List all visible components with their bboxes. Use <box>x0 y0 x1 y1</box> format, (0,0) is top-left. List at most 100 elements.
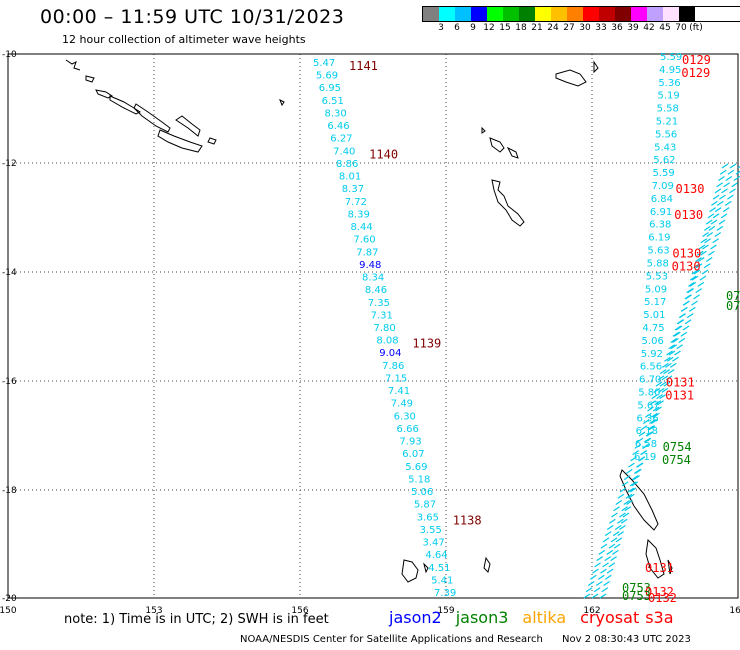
legend-tick: 6 <box>454 23 460 33</box>
swh-value: 6.56 <box>640 362 662 373</box>
track-mark <box>634 443 642 449</box>
track-mark <box>665 362 672 368</box>
track-mark <box>676 344 683 350</box>
swh-value: 6.19 <box>634 452 656 463</box>
track-mark <box>679 313 686 319</box>
island-south-loyalty <box>483 556 491 573</box>
track-mark <box>612 531 620 537</box>
swh-value: 6.19 <box>648 233 670 244</box>
track-mark <box>721 163 729 169</box>
track-mark <box>619 512 626 518</box>
track-mark <box>714 188 722 194</box>
track-mark <box>626 500 633 506</box>
track-mark <box>689 306 696 312</box>
track-mark <box>610 537 618 543</box>
track-mark <box>708 225 716 231</box>
track-mark <box>591 593 599 599</box>
track-mark <box>649 419 656 425</box>
lon-label: 153 <box>145 606 162 616</box>
legend-swatch <box>471 7 487 21</box>
swh-value: 7.80 <box>374 323 396 334</box>
track-mark <box>613 543 621 549</box>
swh-value: 7.49 <box>391 399 413 410</box>
track-mark <box>674 350 681 356</box>
swh-value: 7.72 <box>345 197 367 208</box>
track-mark <box>645 431 653 437</box>
time-label: 1140 <box>369 147 398 161</box>
track-mark <box>661 375 669 381</box>
legend-swatch <box>615 7 631 21</box>
track-mark <box>647 406 654 412</box>
track-mark <box>657 375 665 381</box>
track-mark <box>703 225 711 231</box>
track-mark <box>682 300 690 306</box>
track-mark <box>629 481 637 487</box>
track-mark <box>672 356 679 362</box>
legend-tick: 42 <box>643 23 655 33</box>
swh-value: 4.95 <box>659 65 681 76</box>
swh-value: 6.84 <box>651 194 673 205</box>
satellite-s3a: s3a <box>645 608 674 627</box>
track-mark <box>673 331 681 337</box>
track-mark <box>701 269 709 275</box>
track-mark <box>729 163 737 169</box>
swh-value: 6.70 <box>639 375 661 386</box>
edge-time-label: 07 <box>726 289 740 303</box>
track-mark <box>619 524 626 530</box>
swh-value: 6.27 <box>330 134 352 145</box>
time-label: 0753 <box>622 589 651 603</box>
track-mark <box>691 275 699 281</box>
track-mark <box>655 406 662 412</box>
lat-label: -18 <box>2 486 17 496</box>
legend-tick: 3 <box>438 23 444 33</box>
track-mark <box>624 506 632 512</box>
footer-right: Nov 2 08:30:43 UTC 2023 <box>562 634 691 645</box>
legend-unit: (ft) <box>689 23 703 33</box>
track-mark <box>622 512 630 518</box>
time-label: 0130 <box>672 259 701 273</box>
track-mark <box>636 462 644 468</box>
swh-value: 5.53 <box>646 271 668 282</box>
track-mark <box>668 344 675 350</box>
track-mark <box>604 574 612 580</box>
track-mark <box>606 524 614 530</box>
track-mark <box>653 412 660 418</box>
track-mark <box>695 288 703 294</box>
swh-value: 7.39 <box>434 588 456 599</box>
track-mark <box>592 568 599 574</box>
legend-swatches <box>422 6 740 22</box>
track-mark <box>638 456 646 462</box>
track-mark <box>698 244 706 250</box>
legend-swatch <box>439 7 455 21</box>
track-mark <box>684 294 692 300</box>
legend-swatch <box>679 7 695 21</box>
swh-value: 5.59 <box>652 168 674 179</box>
track-mark <box>712 194 720 200</box>
track-mark <box>604 556 612 562</box>
track-mark <box>699 275 707 281</box>
swh-value: 5.63 <box>647 246 669 257</box>
track-mark <box>652 406 660 412</box>
track-mark <box>682 325 690 331</box>
data-labels: 5.475.696.956.518.306.466.277.408.868.01… <box>313 52 740 605</box>
track-mark <box>606 568 614 574</box>
swh-value: 4.51 <box>428 563 450 574</box>
track-mark <box>727 194 734 200</box>
track-mark <box>614 524 622 530</box>
island-santacruz <box>555 60 599 87</box>
swh-value: 5.69 <box>316 71 338 82</box>
swh-value: 8.44 <box>350 222 372 233</box>
legend-tick: 45 <box>659 23 671 33</box>
satellite-jason2: jason2 <box>389 608 442 627</box>
track-mark <box>649 400 656 406</box>
track-mark <box>718 219 726 225</box>
swh-value: 7.15 <box>385 373 407 384</box>
island-bougainville <box>65 59 113 99</box>
island-espiritu <box>491 179 525 227</box>
track-mark <box>625 493 633 499</box>
track-mark <box>612 549 619 555</box>
track-mark <box>657 400 664 406</box>
track-mark <box>654 400 662 406</box>
legend-tick: 27 <box>563 23 575 33</box>
swh-value: 5.43 <box>654 142 676 153</box>
